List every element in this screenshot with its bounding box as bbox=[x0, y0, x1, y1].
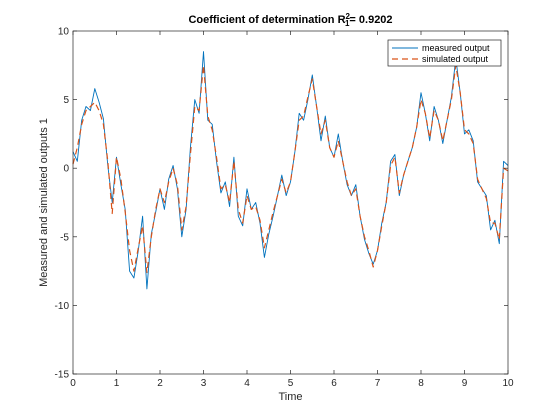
x-tick-label: 8 bbox=[418, 378, 424, 389]
x-axis-label: Time bbox=[278, 391, 302, 403]
y-tick-label: 10 bbox=[58, 27, 70, 38]
y-axis-label: Measured and simulated outputs 1 bbox=[38, 118, 50, 287]
x-tick-label: 3 bbox=[201, 378, 207, 389]
x-tick-label: 10 bbox=[502, 378, 514, 389]
ticks-layer: 0 1 2 3 4 5 6 7 8 9 10 -15 -10 -5 0 5 10 bbox=[55, 27, 514, 390]
plot-frame bbox=[72, 30, 509, 375]
y-tick-label: -15 bbox=[55, 370, 70, 381]
x-tick-label: 4 bbox=[244, 378, 250, 389]
legend-label-measured-output: measured output bbox=[422, 43, 490, 53]
x-tick-label: 9 bbox=[462, 378, 468, 389]
title-superscript: 2 bbox=[346, 12, 351, 21]
y-tick-label: 0 bbox=[63, 164, 69, 175]
series-line-measured-output bbox=[72, 51, 509, 290]
legend-box bbox=[387, 39, 502, 67]
x-tick-label: 5 bbox=[288, 378, 294, 389]
legend: measured output simulated output bbox=[387, 39, 502, 67]
x-tick-label: 2 bbox=[157, 378, 163, 389]
x-tick-label: 6 bbox=[331, 378, 337, 389]
y-tick-label: -5 bbox=[60, 232, 69, 243]
y-tick-label: 5 bbox=[63, 95, 69, 106]
x-tick-label: 1 bbox=[114, 378, 120, 389]
chart-title: Coefficient of determination R2 1= 0.9202 bbox=[188, 12, 392, 28]
title-subscript: 1 bbox=[345, 19, 350, 28]
title-suffix: = 0.9202 bbox=[349, 14, 392, 26]
x-tick-label: 7 bbox=[375, 378, 381, 389]
plot-area bbox=[73, 31, 508, 374]
series-layer bbox=[72, 51, 509, 290]
legend-label-simulated-output: simulated output bbox=[422, 54, 489, 64]
y-tick-label: -10 bbox=[55, 301, 70, 312]
title-prefix: Coefficient of determination R bbox=[188, 14, 345, 26]
x-tick-label: 0 bbox=[70, 378, 76, 389]
